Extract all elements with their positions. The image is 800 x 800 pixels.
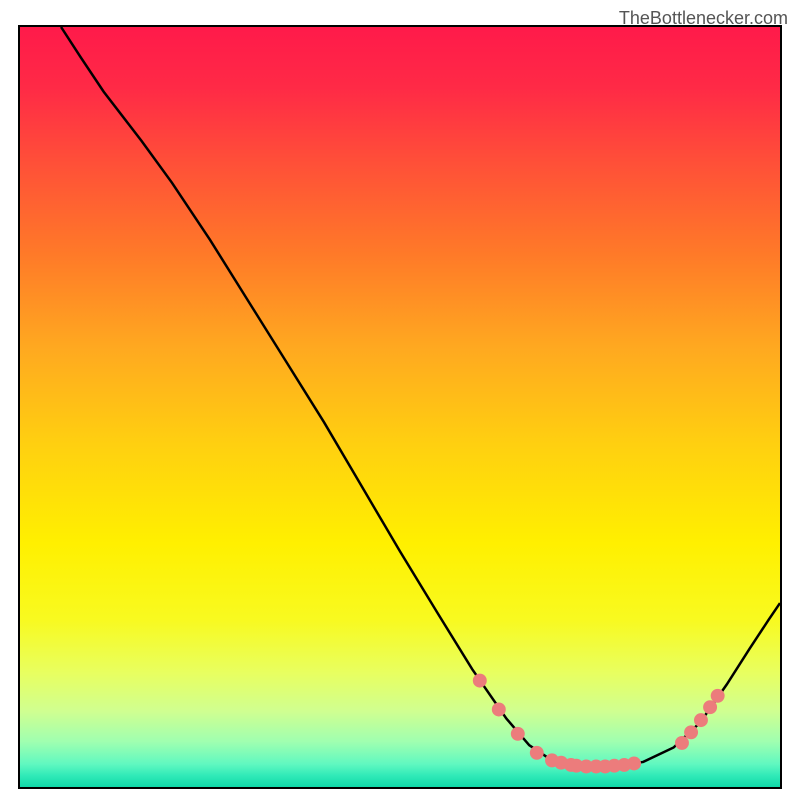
bottleneck-curve (61, 27, 780, 766)
data-marker (711, 689, 725, 703)
data-marker (473, 674, 487, 688)
data-marker (694, 713, 708, 727)
plot-area (18, 25, 782, 789)
data-marker (703, 700, 717, 714)
data-marker (492, 703, 506, 717)
data-marker (684, 725, 698, 739)
data-marker (627, 756, 641, 770)
data-marker (530, 746, 544, 760)
data-marker (511, 727, 525, 741)
chart-container: TheBottlenecker.com (0, 0, 800, 800)
curve-overlay (20, 27, 780, 787)
data-marker (675, 736, 689, 750)
watermark-text: TheBottlenecker.com (619, 8, 788, 29)
